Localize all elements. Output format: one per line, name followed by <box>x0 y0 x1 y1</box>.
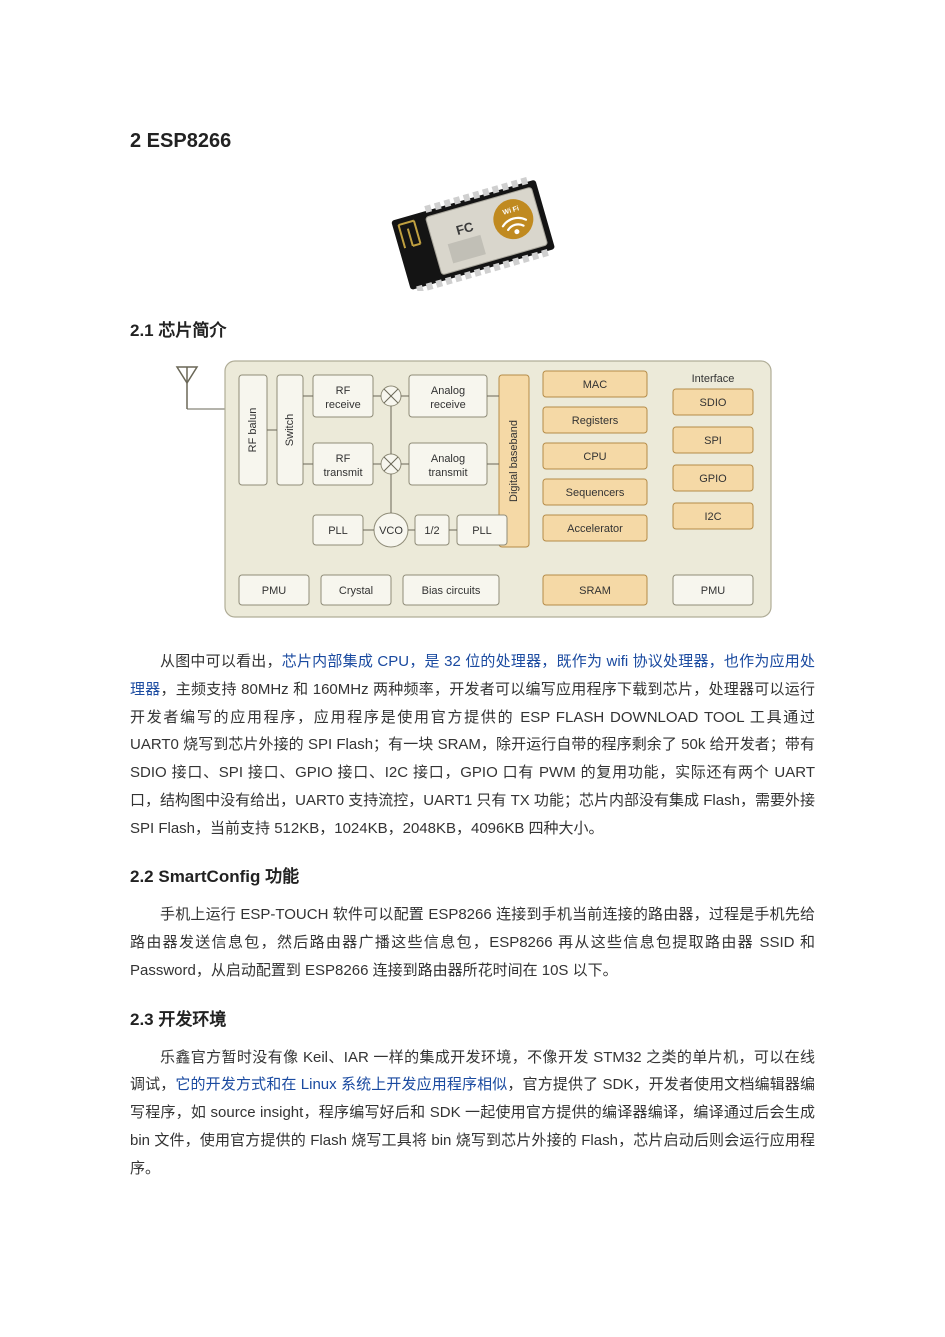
svg-text:Analog: Analog <box>430 385 464 397</box>
esp8266-block-diagram: RF balun Switch RF receive RF transmit <box>169 355 777 623</box>
mixer-receive-icon <box>381 386 401 406</box>
svg-text:receive: receive <box>430 399 465 411</box>
svg-text:RF balun: RF balun <box>246 408 258 453</box>
svg-text:transmit: transmit <box>323 467 362 479</box>
svg-text:Analog: Analog <box>430 453 464 465</box>
svg-text:CPU: CPU <box>583 451 606 463</box>
svg-text:Accelerator: Accelerator <box>567 523 623 535</box>
svg-text:RF: RF <box>335 385 350 397</box>
antenna-icon <box>177 367 197 409</box>
p1-post: ，主频支持 80MHz 和 160MHz 两种频率，开发者可以编写应用程序下载到… <box>130 681 815 837</box>
heading-2-1: 2.1 芯片简介 <box>130 316 815 341</box>
svg-text:PLL: PLL <box>472 525 492 537</box>
svg-text:Crystal: Crystal <box>338 585 372 597</box>
chip-photo-container: FC Wi Fi <box>130 171 815 296</box>
heading-section-2: 2 ESP8266 <box>130 130 815 153</box>
svg-text:PMU: PMU <box>261 585 286 597</box>
paragraph-dev-env: 乐鑫官方暂时没有像 Keil、IAR 一样的集成开发环境，不像开发 STM32 … <box>130 1044 815 1183</box>
svg-text:RF: RF <box>335 453 350 465</box>
svg-text:1/2: 1/2 <box>424 525 439 537</box>
mixer-transmit-icon <box>381 454 401 474</box>
svg-text:Bias circuits: Bias circuits <box>421 585 480 597</box>
svg-text:MAC: MAC <box>582 379 607 391</box>
svg-text:I2C: I2C <box>704 511 721 523</box>
svg-text:PLL: PLL <box>328 525 348 537</box>
svg-text:PMU: PMU <box>700 585 725 597</box>
document-page: 2 ESP8266 FC <box>0 0 945 1256</box>
p3-highlight: 它的开发方式和在 Linux 系统上开发应用程序相似 <box>175 1076 507 1093</box>
esp8266-module-illustration: FC Wi Fi <box>385 171 560 291</box>
svg-text:SRAM: SRAM <box>579 585 611 597</box>
heading-2-3: 2.3 开发环境 <box>130 1005 815 1030</box>
block-diagram-container: RF balun Switch RF receive RF transmit <box>130 355 815 628</box>
svg-text:Interface: Interface <box>691 373 734 385</box>
svg-text:SDIO: SDIO <box>699 397 726 409</box>
svg-text:Sequencers: Sequencers <box>565 487 624 499</box>
svg-text:VCO: VCO <box>379 525 403 537</box>
p1-pre: 从图中可以看出， <box>160 653 282 670</box>
svg-text:Digital baseband: Digital baseband <box>507 420 519 502</box>
svg-text:SPI: SPI <box>704 435 722 447</box>
svg-text:Registers: Registers <box>571 415 618 427</box>
paragraph-chip-intro: 从图中可以看出，芯片内部集成 CPU，是 32 位的处理器，既作为 wifi 协… <box>130 648 815 842</box>
heading-2-2: 2.2 SmartConfig 功能 <box>130 862 815 887</box>
paragraph-smartconfig: 手机上运行 ESP-TOUCH 软件可以配置 ESP8266 连接到手机当前连接… <box>130 901 815 984</box>
svg-text:transmit: transmit <box>428 467 467 479</box>
svg-text:Switch: Switch <box>283 414 295 446</box>
svg-text:GPIO: GPIO <box>699 473 727 485</box>
svg-text:receive: receive <box>325 399 360 411</box>
